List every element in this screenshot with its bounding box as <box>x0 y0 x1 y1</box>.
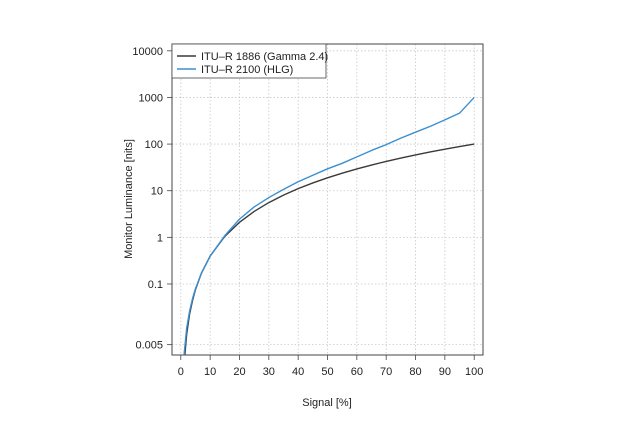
x-tick-label: 20 <box>233 366 245 378</box>
x-tick-label: 10 <box>204 366 216 378</box>
x-tick-label: 50 <box>321 366 333 378</box>
series-lines <box>183 96 475 355</box>
x-tick-label: 40 <box>292 366 304 378</box>
x-tick-label: 30 <box>263 366 275 378</box>
grid-lines <box>172 44 483 355</box>
y-tick-label: 1 <box>157 232 163 244</box>
y-tick-label: 0.1 <box>148 279 163 291</box>
y-tick-label: 100 <box>145 139 163 151</box>
legend-label-1: ITU–R 2100 (HLG) <box>201 64 293 76</box>
series-line-1 <box>183 96 475 355</box>
y-tick-label: 1000 <box>139 92 163 104</box>
x-tick-label: 60 <box>351 366 363 378</box>
y-tick-label: 0.005 <box>135 340 163 352</box>
y-axis: 0.005 0.1 1 10 100 1000 10000 <box>132 46 172 352</box>
legend: ITU–R 1886 (Gamma 2.4) ITU–R 2100 (HLG) <box>171 43 328 79</box>
x-tick-label: 0 <box>178 366 184 378</box>
x-tick-label: 100 <box>465 366 483 378</box>
y-tick-label: 10000 <box>132 46 163 58</box>
series-line-0 <box>184 143 475 355</box>
legend-box <box>171 43 327 79</box>
x-axis: 0 10 20 30 40 50 60 70 80 90 100 <box>178 355 483 378</box>
y-axis-title: Monitor Luminance [nits] <box>123 139 135 259</box>
x-tick-label: 90 <box>439 366 451 378</box>
x-axis-title: Signal [%] <box>302 397 352 409</box>
legend-label-0: ITU–R 1886 (Gamma 2.4) <box>201 51 328 63</box>
y-tick-label: 10 <box>151 186 163 198</box>
x-tick-label: 80 <box>409 366 421 378</box>
x-tick-label: 70 <box>380 366 392 378</box>
